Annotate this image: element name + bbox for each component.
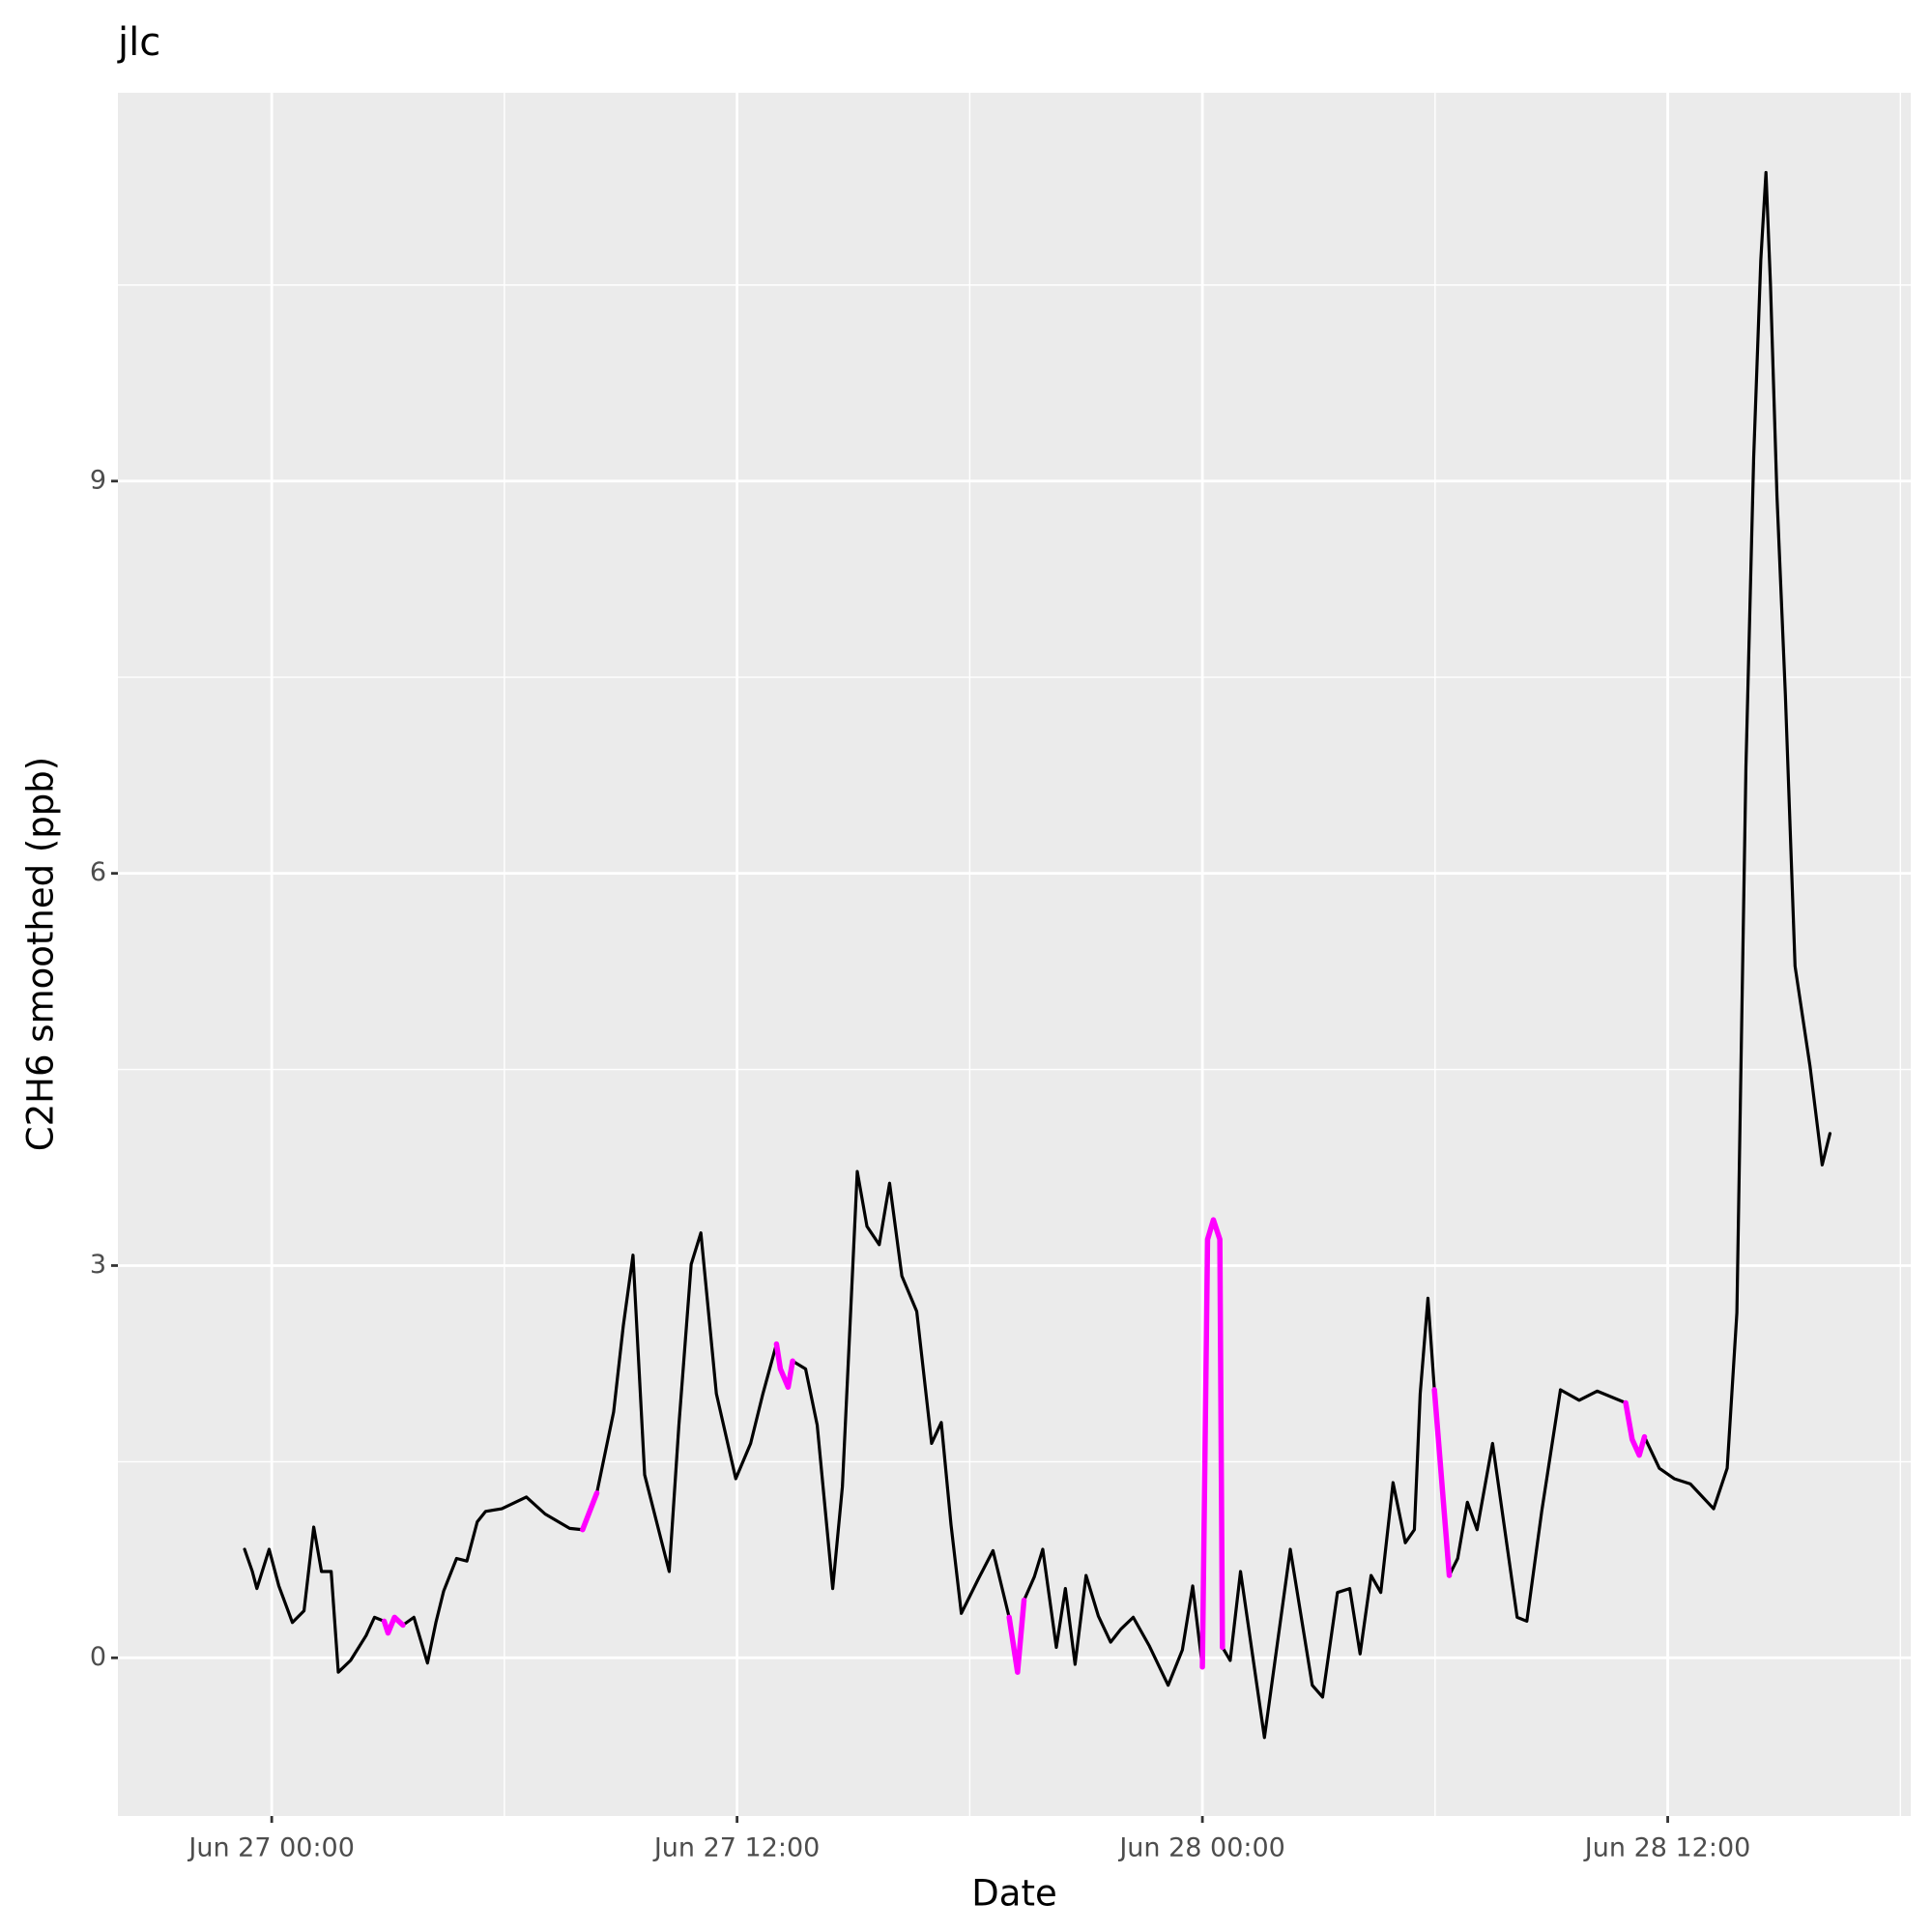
data-line (243, 170, 1832, 1740)
panel (118, 93, 1911, 1816)
grid (118, 93, 1911, 1816)
x-tick-label: Jun 28 12:00 (1583, 1833, 1751, 1863)
lines (243, 170, 1832, 1740)
x-tick-label: Jun 27 12:00 (652, 1833, 821, 1863)
y-tick-label: 6 (90, 857, 106, 887)
x-tick-label: Jun 28 00:00 (1117, 1833, 1285, 1863)
chart-title: jlc (117, 20, 160, 65)
y-axis-title: C2H6 smoothed (ppb) (20, 757, 62, 1151)
x-axis-title: Date (971, 1873, 1056, 1915)
y-tick-label: 0 (90, 1642, 106, 1672)
data-line (381, 1217, 1648, 1675)
y-tick-label: 3 (90, 1250, 106, 1280)
y-tick-label: 9 (90, 465, 106, 495)
x-tick-label: Jun 27 00:00 (187, 1833, 355, 1863)
